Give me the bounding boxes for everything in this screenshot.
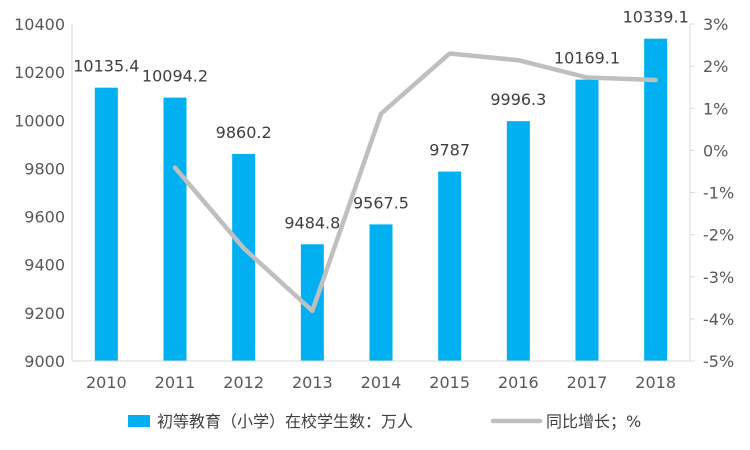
data-label-2011: 10094.2: [142, 67, 208, 86]
legend-bar-label: 初等教育（小学）在校学生数：万人: [157, 412, 413, 431]
y-left-tick-label: 9000: [24, 352, 65, 371]
y-right-tick-label: 2%: [703, 57, 728, 76]
data-label-2015: 9787: [429, 141, 470, 160]
data-label-2010: 10135.4: [73, 57, 139, 76]
legend-line-label: 同比增长；%: [546, 412, 641, 431]
y-right-tick-label: 3%: [703, 15, 728, 34]
growth-line: [172, 51, 658, 314]
x-tick-label-2011: 2011: [155, 373, 196, 392]
y-right-tick-label: -3%: [703, 268, 734, 287]
bar-2010: [94, 87, 118, 362]
legend-bar-swatch: [128, 415, 150, 427]
y-right-tick-label: -2%: [703, 226, 734, 245]
data-label-2014: 9567.5: [353, 193, 409, 212]
y-right-tick-label: 1%: [703, 99, 728, 118]
x-tick-label-2016: 2016: [498, 373, 539, 392]
line-series: [172, 51, 658, 314]
y-right-tick-label: -4%: [703, 310, 734, 329]
x-tick-label-2018: 2018: [635, 373, 676, 392]
x-tick-label-2015: 2015: [429, 373, 470, 392]
legend: 初等教育（小学）在校学生数：万人 同比增长；%: [128, 412, 641, 431]
data-label-2018: 10339.1: [623, 8, 689, 27]
bar-2011: [163, 97, 187, 362]
y-left-tick-label: 10200: [14, 63, 65, 82]
x-tick-label-2010: 2010: [86, 373, 127, 392]
data-label-2017: 10169.1: [554, 49, 620, 68]
bar-2018: [644, 38, 668, 362]
y-left-tick-label: 9800: [24, 159, 65, 178]
y-right-tick-label: -5%: [703, 352, 734, 371]
y-left-tick-label: 10400: [14, 15, 65, 34]
x-tick-label-2017: 2017: [567, 373, 608, 392]
y-left-tick-label: 10000: [14, 111, 65, 130]
x-tick-label-2014: 2014: [361, 373, 402, 392]
y-left-tick-label: 9600: [24, 208, 65, 227]
bar-2013: [300, 244, 324, 361]
y-right-tick-label: 0%: [703, 141, 728, 160]
bar-2014: [369, 224, 393, 361]
bar-series: [94, 38, 668, 362]
y-right-tick-label: -1%: [703, 184, 734, 203]
bar-2012: [232, 153, 256, 361]
y-left-tick-label: 9400: [24, 256, 65, 275]
axes: 9000 9200 9400 9600 9800 10000 10200 10400 -5% -4…: [14, 15, 734, 392]
data-label-2013: 9484.8: [284, 213, 340, 232]
x-tick-label-2013: 2013: [292, 373, 333, 392]
bar-2016: [506, 121, 530, 361]
x-tick-label-2012: 2012: [223, 373, 264, 392]
bar-2017: [575, 79, 599, 361]
data-label-2016: 9996.3: [490, 90, 546, 109]
y-left-tick-label: 9200: [24, 304, 65, 323]
data-label-2012: 9860.2: [216, 123, 272, 142]
bar-2015: [438, 171, 462, 361]
